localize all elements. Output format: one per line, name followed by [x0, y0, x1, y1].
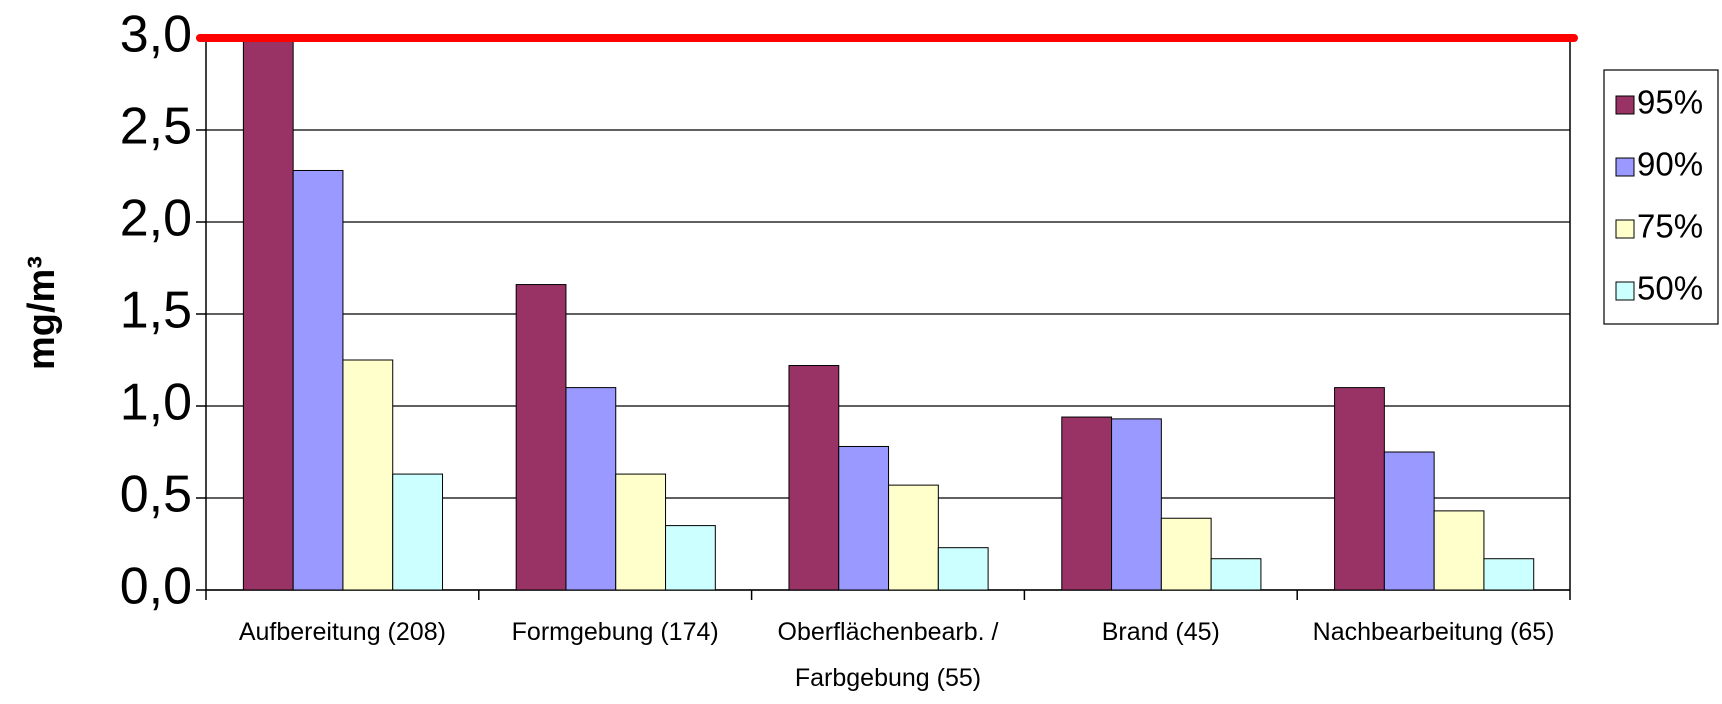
bar: [515, 284, 567, 591]
y-tick-label: 0,5: [120, 466, 192, 524]
y-tick-label: 3,0: [120, 6, 192, 64]
bar: [565, 387, 617, 591]
y-tick-label: 2,0: [120, 190, 192, 248]
y-tick-label: 1,5: [120, 282, 192, 340]
bar: [242, 37, 294, 591]
bar: [1383, 451, 1435, 591]
bar: [888, 484, 939, 591]
bar: [1160, 517, 1212, 591]
legend-swatch: [1615, 95, 1635, 115]
bar: [838, 445, 890, 591]
legend-swatch: [1615, 157, 1635, 177]
y-tick-label: 1,0: [120, 374, 192, 432]
y-axis-label: mg/m³: [21, 256, 63, 370]
legend-swatch: [1615, 219, 1635, 239]
y-tick-label: 0,0: [120, 558, 192, 616]
bar: [1483, 558, 1535, 591]
bar: [788, 365, 840, 591]
bar: [1210, 558, 1262, 591]
bar: [1433, 510, 1485, 591]
bar: [665, 525, 716, 591]
legend-label: 90%: [1637, 146, 1703, 183]
bar: [937, 547, 989, 591]
legend-label: 50%: [1637, 270, 1703, 307]
x-tick-label: Brand (45): [1101, 618, 1220, 646]
x-tick-label: Aufbereitung (208): [238, 618, 446, 646]
legend-swatch: [1615, 281, 1635, 301]
y-tick-label: 2,5: [120, 98, 192, 156]
x-tick-label: Oberflächenbearb. / Farbgebung (55): [777, 618, 999, 692]
x-tick-label: Formgebung (174): [511, 618, 719, 646]
bar: [1061, 416, 1113, 591]
x-tick-label: Nachbearbeitung (65): [1312, 618, 1555, 646]
bar: [615, 473, 667, 591]
legend-label: 75%: [1637, 208, 1703, 245]
legend-label: 95%: [1637, 84, 1703, 121]
bar: [342, 359, 394, 591]
bar: [392, 473, 444, 591]
bar: [292, 169, 344, 591]
bar: [1111, 418, 1162, 591]
bar: [1334, 387, 1385, 591]
